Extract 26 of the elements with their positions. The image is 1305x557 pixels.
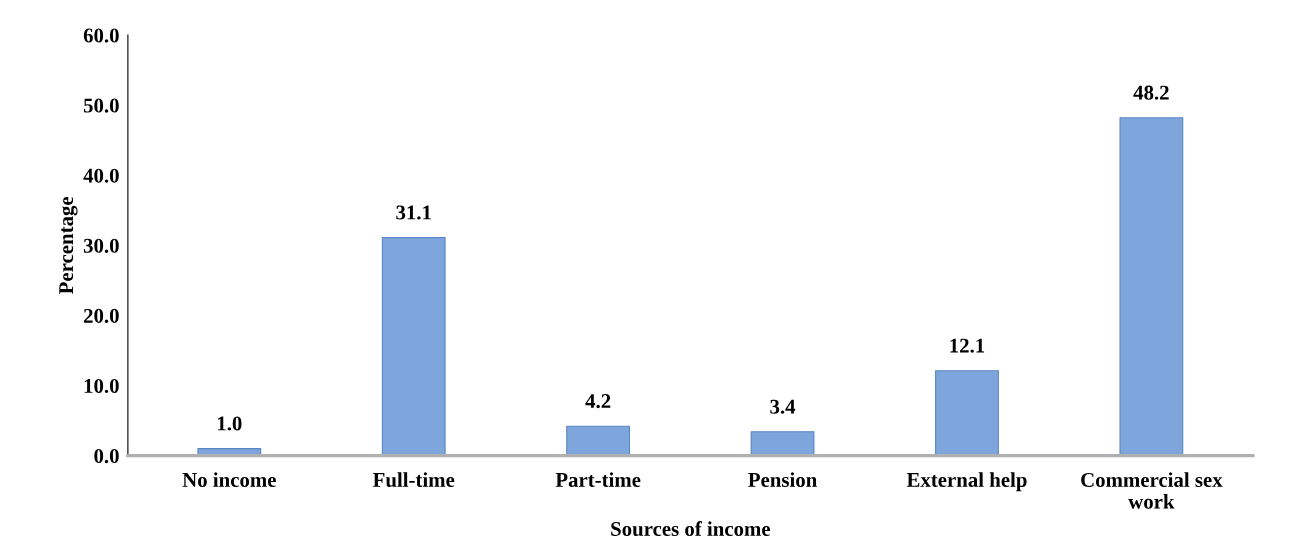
y-tick-label: 20.0 — [83, 308, 119, 323]
x-tick-label: Full-time — [373, 472, 455, 487]
bar — [381, 237, 446, 456]
data-label: 12.1 — [950, 338, 985, 353]
bar — [750, 431, 815, 456]
x-tick-label: External help — [906, 472, 1027, 492]
x-tick-label: No income — [182, 472, 276, 487]
bar — [566, 425, 631, 456]
x-axis-title: Sources of income — [611, 521, 771, 537]
data-label: 4.2 — [585, 394, 611, 409]
data-label: 1.0 — [217, 416, 242, 431]
x-tick-label: Pension — [748, 472, 817, 487]
y-tick-label: 60.0 — [83, 28, 119, 43]
data-label: 31.1 — [396, 205, 431, 220]
x-tick-label: Part-time — [555, 472, 641, 487]
y-tick-label: 0.0 — [94, 449, 119, 464]
y-tick-label: 30.0 — [83, 238, 119, 253]
y-tick-label: 10.0 — [84, 378, 119, 394]
y-axis-title: Percentage — [59, 196, 78, 294]
y-tick-label: 50.0 — [83, 98, 119, 113]
data-label: 48.2 — [1133, 85, 1169, 100]
y-tick-label: 40.0 — [83, 168, 119, 183]
bar — [935, 370, 999, 456]
data-label: 3.4 — [770, 399, 796, 414]
x-tick-label: Commercial sex work — [1081, 472, 1223, 509]
bar — [1119, 117, 1184, 456]
